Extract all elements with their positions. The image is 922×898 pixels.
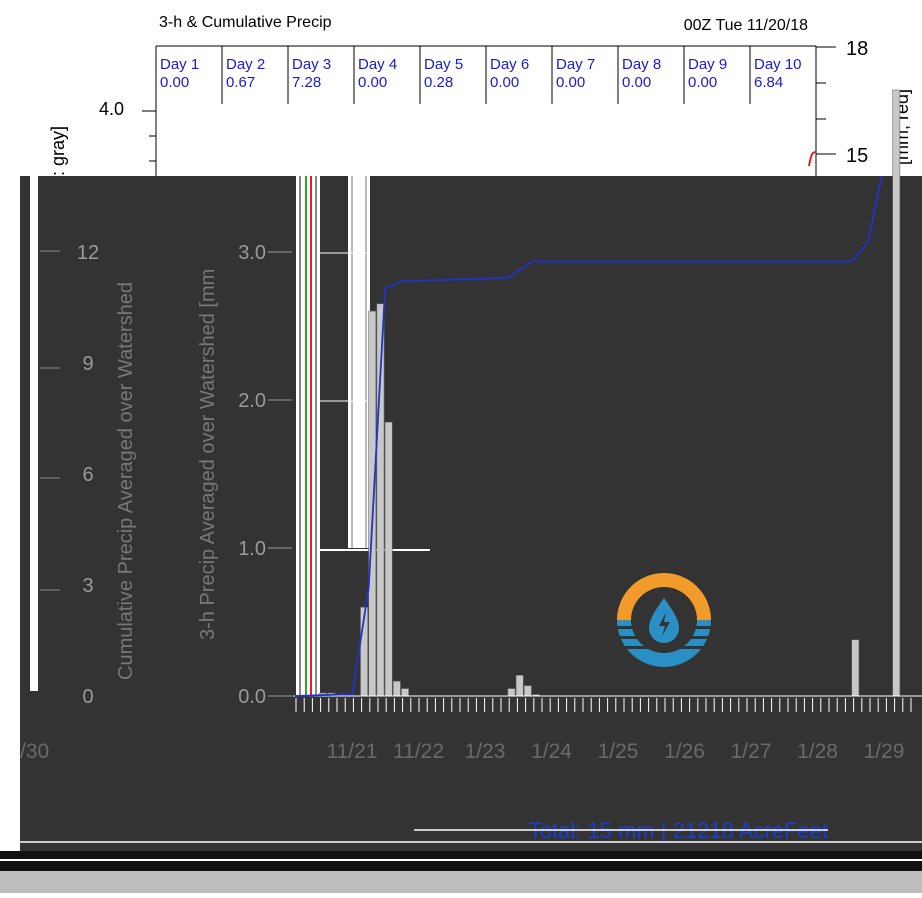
left-ylabel-clip: : gray] bbox=[48, 126, 68, 176]
right-tick-15: 15 bbox=[846, 145, 868, 167]
day-value: 0.00 bbox=[160, 74, 189, 91]
chart-title: 3-h & Cumulative Precip bbox=[159, 14, 332, 31]
day-label: Day 10 bbox=[754, 56, 802, 73]
right-tick-18: 18 bbox=[846, 38, 868, 60]
day-label: Day 7 bbox=[556, 56, 595, 73]
left-cum-tick-label: 6 bbox=[82, 464, 93, 486]
day-value: 7.28 bbox=[292, 74, 321, 91]
left-ylabel-cumulative: Cumulative Precip Averaged over Watershe… bbox=[115, 282, 137, 680]
left-ylabel-3h: 3-h Precip Averaged over Watershed [mm bbox=[197, 269, 219, 640]
day-value: 0.28 bbox=[424, 74, 453, 91]
day-value: 0.00 bbox=[622, 74, 651, 91]
day-value: 0.00 bbox=[556, 74, 585, 91]
x-axis-labels: 11/21 11/22 1/23 1/24 1/25 1/26 1/27 1/28 1/29 bbox=[327, 740, 905, 763]
left-axis-3h: 0.0 1.0 2.0 3.0 bbox=[238, 242, 292, 708]
panel-white-notch bbox=[0, 176, 20, 316]
left-cum-tick-label: 12 bbox=[77, 242, 99, 264]
left-tick-4: 4.0 bbox=[99, 99, 124, 119]
x-tick-label: 1/25 bbox=[598, 740, 639, 763]
x-axis bbox=[293, 695, 922, 712]
cumulative-line bbox=[294, 175, 883, 697]
run-time: 00Z Tue 11/20/18 bbox=[684, 17, 808, 34]
water-logo-icon bbox=[617, 573, 711, 667]
day-value: 6.84 bbox=[754, 74, 783, 91]
x-tick-label: 1/27 bbox=[731, 740, 772, 763]
day-label: Day 9 bbox=[688, 56, 727, 73]
x-tick-label: 1/26 bbox=[664, 740, 705, 763]
day-label: Day 5 bbox=[424, 56, 463, 73]
x-tick-label: 1/28 bbox=[797, 740, 838, 763]
x-fragment-left: /30 bbox=[20, 740, 49, 763]
x-tick-label: 1/24 bbox=[531, 740, 572, 763]
left-3h-tick-label: 0.0 bbox=[238, 686, 266, 708]
left-3h-tick-label: 1.0 bbox=[238, 538, 266, 560]
precip-bar bbox=[523, 685, 532, 697]
precip-bar bbox=[368, 310, 377, 697]
precip-bar bbox=[507, 688, 516, 697]
day-value: 0.67 bbox=[226, 74, 255, 91]
x-tick-label: 1/29 bbox=[864, 740, 905, 763]
left-cum-tick-label: 0 bbox=[82, 686, 93, 708]
day-label: Day 1 bbox=[160, 56, 199, 73]
precip-bar bbox=[384, 421, 393, 697]
left-cum-tick-label: 9 bbox=[82, 353, 93, 375]
left-3h-tick-label: 2.0 bbox=[238, 390, 266, 412]
left-cum-tick-label: 3 bbox=[82, 575, 93, 597]
day-label: Day 6 bbox=[490, 56, 529, 73]
x-tick-label: 1/23 bbox=[465, 740, 506, 763]
panel-gray-bottom bbox=[0, 871, 922, 893]
day-value: 0.00 bbox=[688, 74, 717, 91]
left-3h-tick-label: 3.0 bbox=[238, 242, 266, 264]
day-label: Day 4 bbox=[358, 56, 397, 73]
precip-bar bbox=[392, 680, 401, 697]
precip-bar bbox=[892, 89, 901, 697]
x-tick-label: 11/22 bbox=[393, 740, 444, 763]
day-value: 0.00 bbox=[490, 74, 519, 91]
day-label: Day 2 bbox=[226, 56, 265, 73]
precip-bar bbox=[851, 639, 860, 697]
left-axis-cumulative: 0 3 6 9 12 bbox=[77, 242, 99, 708]
panel-dark-main bbox=[20, 176, 922, 851]
precip-bar bbox=[401, 688, 409, 697]
precip-bar bbox=[515, 674, 524, 697]
day-label: Day 3 bbox=[292, 56, 331, 73]
x-tick-label: 11/21 bbox=[327, 740, 378, 763]
right-axis-red-line bbox=[808, 151, 817, 167]
day-label: Day 8 bbox=[622, 56, 661, 73]
day-value: 0.00 bbox=[358, 74, 387, 91]
